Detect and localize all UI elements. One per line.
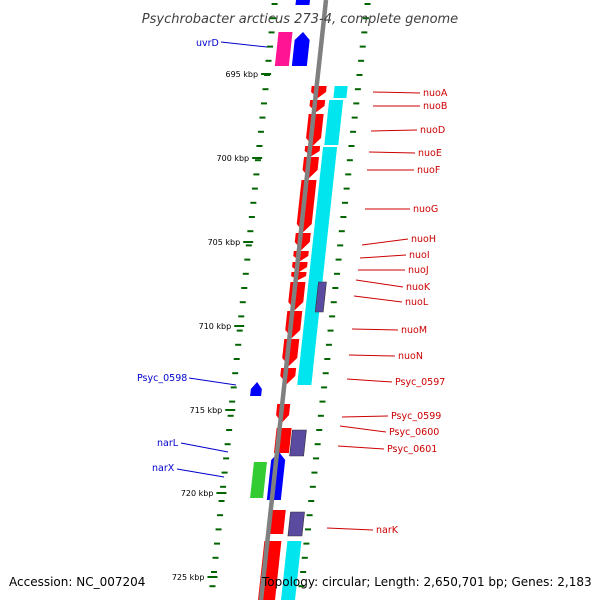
label-leader-line	[346, 378, 393, 383]
scale-label: 695 kbp	[225, 70, 258, 79]
gene-label-Psyc_0597: Psyc_0597	[395, 377, 445, 388]
cog-feature	[289, 429, 307, 457]
label-leader-line	[351, 328, 399, 331]
label-leader-line	[348, 354, 396, 357]
reverse-cds	[291, 32, 310, 66]
reverse-cds	[295, 0, 310, 5]
scale-label: 725 kbp	[172, 573, 205, 582]
cog-feature	[314, 281, 327, 313]
gene-label-nuoJ: nuoJ	[408, 265, 429, 276]
forward-cds	[304, 146, 321, 156]
forward-cds	[292, 262, 308, 272]
gene-label-Psyc_0601: Psyc_0601	[387, 444, 437, 455]
gene-label-nuoF: nuoF	[417, 165, 440, 176]
gene-label-nuoN: nuoN	[398, 351, 423, 362]
gene-label-narL: narL	[157, 438, 179, 449]
scale-label: 700 kbp	[217, 154, 250, 163]
label-leader-line	[341, 415, 389, 418]
label-leader-line	[180, 442, 229, 453]
summary-text: Topology: circular; Length: 2,650,701 bp…	[261, 575, 592, 589]
label-leader-line	[339, 425, 387, 433]
cog-feature	[297, 147, 338, 385]
cog-feature	[297, 370, 313, 384]
map-title: Psychrobacter arcticus 273-4, complete g…	[142, 12, 458, 27]
label-leader-line	[176, 468, 225, 478]
gene-label-narK: narK	[376, 525, 399, 536]
scale-label: 715 kbp	[190, 406, 223, 415]
gene-label-Psyc_0599: Psyc_0599	[391, 411, 441, 422]
trna-feature	[274, 32, 293, 66]
gene-label-nuoL: nuoL	[405, 297, 429, 308]
cog-feature	[324, 100, 344, 145]
label-leader-line	[188, 377, 237, 386]
gene-labels: nuoA nuoB nuoD nuoE nuoF nuoG nuoH nuoI nuoJ nuoK…	[137, 38, 448, 536]
gene-label-Psyc_0598: Psyc_0598	[137, 373, 187, 384]
label-leader-line	[355, 279, 404, 288]
forward-cds	[293, 251, 309, 261]
scale-label: 710 kbp	[199, 322, 232, 331]
forward-cds	[291, 272, 307, 280]
gene-label-uvrD: uvrD	[196, 38, 219, 49]
scale-label: 720 kbp	[181, 489, 214, 498]
label-leader-line	[337, 445, 385, 450]
reverse-cds	[250, 382, 262, 396]
gene-label-Psyc_0600: Psyc_0600	[389, 427, 439, 438]
label-leader-line	[326, 527, 374, 531]
gene-label-nuoE: nuoE	[418, 148, 442, 159]
cog-feature	[287, 511, 305, 537]
scale-label: 705 kbp	[208, 238, 241, 247]
gene-label-nuoI: nuoI	[409, 250, 430, 261]
label-leader-line	[372, 91, 421, 94]
label-leader-line	[220, 41, 268, 48]
accession-text: Accession: NC_007204	[9, 575, 145, 589]
label-leader-line	[361, 238, 409, 246]
label-leader-line	[353, 295, 403, 303]
genome-backbone	[258, 0, 329, 600]
label-leader-line	[368, 151, 416, 154]
gene-label-nuoK: nuoK	[406, 282, 431, 293]
gene-label-narX: narX	[152, 463, 175, 474]
forward-cds	[268, 510, 286, 534]
gene-label-nuoH: nuoH	[411, 234, 436, 245]
gene-label-nuoG: nuoG	[413, 204, 438, 215]
cog-feature	[333, 86, 348, 98]
gene-label-nuoB: nuoB	[423, 101, 447, 112]
genome-features	[250, 0, 348, 600]
tick-marks: 695 kbp 700 kbp 705 kbp 710 kbp 715 kbp 720 k…	[172, 3, 371, 588]
label-leader-line	[359, 254, 407, 259]
rrna-feature	[250, 462, 267, 498]
cog-feature	[281, 541, 302, 600]
label-leader-line	[370, 129, 418, 132]
gene-label-nuoD: nuoD	[420, 125, 445, 136]
gene-label-nuoM: nuoM	[401, 325, 427, 336]
gene-label-nuoA: nuoA	[423, 88, 448, 99]
